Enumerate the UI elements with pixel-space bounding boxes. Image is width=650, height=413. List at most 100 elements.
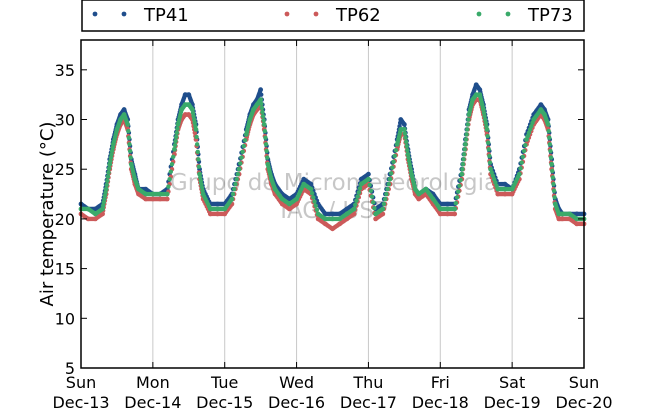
data-point bbox=[172, 142, 178, 148]
data-point bbox=[259, 101, 264, 106]
data-point bbox=[367, 182, 372, 188]
data-point bbox=[103, 186, 109, 192]
data-point bbox=[196, 164, 202, 169]
data-point bbox=[195, 149, 200, 155]
data-point bbox=[262, 128, 268, 134]
data-point bbox=[127, 148, 133, 154]
legend-label: TP41 bbox=[143, 5, 189, 26]
data-point bbox=[380, 206, 386, 212]
data-point bbox=[192, 120, 197, 126]
data-point bbox=[194, 134, 199, 140]
y-tick-label: 35 bbox=[55, 61, 75, 80]
data-point bbox=[368, 188, 374, 193]
x-tick-label-day: Thu bbox=[352, 373, 383, 392]
data-point bbox=[259, 105, 265, 111]
data-point bbox=[193, 127, 199, 132]
data-point bbox=[197, 175, 203, 180]
data-point bbox=[519, 160, 524, 165]
data-point bbox=[407, 162, 412, 167]
data-point bbox=[126, 128, 131, 134]
legend-label: TP73 bbox=[527, 5, 573, 26]
data-point bbox=[403, 135, 408, 140]
y-tick-label: 20 bbox=[55, 210, 75, 229]
data-point bbox=[198, 178, 203, 184]
data-point bbox=[465, 122, 471, 127]
legend-marker bbox=[476, 11, 482, 17]
data-point bbox=[452, 206, 458, 212]
x-tick-label-day: Fri bbox=[431, 373, 450, 392]
data-point bbox=[357, 186, 363, 191]
y-tick-label: 30 bbox=[55, 111, 75, 130]
data-point bbox=[529, 123, 534, 129]
series-tp73 bbox=[78, 92, 587, 222]
data-point bbox=[351, 211, 357, 217]
legend: TP41 TP62 TP73 bbox=[81, 0, 585, 32]
data-point bbox=[380, 211, 386, 217]
data-point bbox=[520, 154, 526, 159]
data-point bbox=[265, 155, 270, 160]
legend-marker bbox=[121, 11, 127, 17]
data-point bbox=[261, 118, 266, 123]
data-point bbox=[526, 130, 532, 135]
data-point bbox=[382, 196, 388, 202]
data-point bbox=[401, 122, 407, 127]
data-point bbox=[229, 196, 235, 202]
data-point bbox=[483, 120, 488, 126]
data-point bbox=[392, 153, 397, 159]
data-point bbox=[485, 133, 490, 139]
data-point bbox=[393, 147, 399, 153]
plot-frame bbox=[80, 39, 585, 369]
data-point bbox=[466, 117, 471, 122]
data-point bbox=[404, 143, 409, 149]
data-point bbox=[464, 132, 469, 137]
data-point bbox=[105, 178, 110, 184]
data-point bbox=[109, 148, 115, 154]
data-point bbox=[313, 203, 318, 208]
data-point bbox=[516, 171, 522, 177]
data-point bbox=[549, 161, 555, 167]
x-tick-label-day: Mon bbox=[136, 373, 170, 392]
data-point bbox=[456, 189, 461, 194]
data-point bbox=[386, 181, 391, 187]
data-point bbox=[173, 138, 178, 144]
data-point bbox=[547, 142, 553, 147]
data-point bbox=[166, 184, 171, 189]
x-tick-label-date: Dec-18 bbox=[412, 393, 469, 409]
data-point bbox=[402, 131, 408, 136]
data-point bbox=[199, 185, 205, 190]
data-point bbox=[487, 153, 492, 159]
data-point bbox=[527, 127, 533, 132]
data-point bbox=[385, 186, 390, 192]
data-point bbox=[100, 203, 106, 208]
data-point bbox=[406, 155, 411, 160]
data-point bbox=[102, 193, 108, 198]
data-point bbox=[199, 181, 204, 187]
data-point bbox=[458, 177, 463, 183]
plot-border bbox=[80, 39, 585, 369]
data-point bbox=[463, 141, 468, 147]
data-point bbox=[230, 191, 236, 197]
data-point bbox=[240, 149, 245, 155]
legend-label: TP62 bbox=[335, 5, 381, 26]
series-tp41 bbox=[78, 82, 587, 217]
data-point bbox=[548, 155, 554, 160]
x-tick-label-day: Tue bbox=[210, 373, 238, 392]
data-point bbox=[459, 171, 465, 177]
legend-marker bbox=[313, 11, 319, 17]
data-point bbox=[260, 109, 265, 115]
data-point bbox=[235, 171, 241, 177]
data-point bbox=[545, 122, 551, 127]
data-point bbox=[356, 190, 362, 195]
data-point bbox=[233, 181, 238, 187]
data-point bbox=[106, 166, 112, 171]
data-point bbox=[258, 97, 264, 103]
data-point bbox=[465, 127, 470, 132]
data-point bbox=[485, 140, 491, 145]
data-point bbox=[196, 157, 201, 162]
data-point bbox=[308, 186, 314, 192]
x-tick-label-day: Sun bbox=[66, 373, 96, 392]
watermark-line-1: Grupo de Micrometeorologia bbox=[170, 170, 498, 196]
